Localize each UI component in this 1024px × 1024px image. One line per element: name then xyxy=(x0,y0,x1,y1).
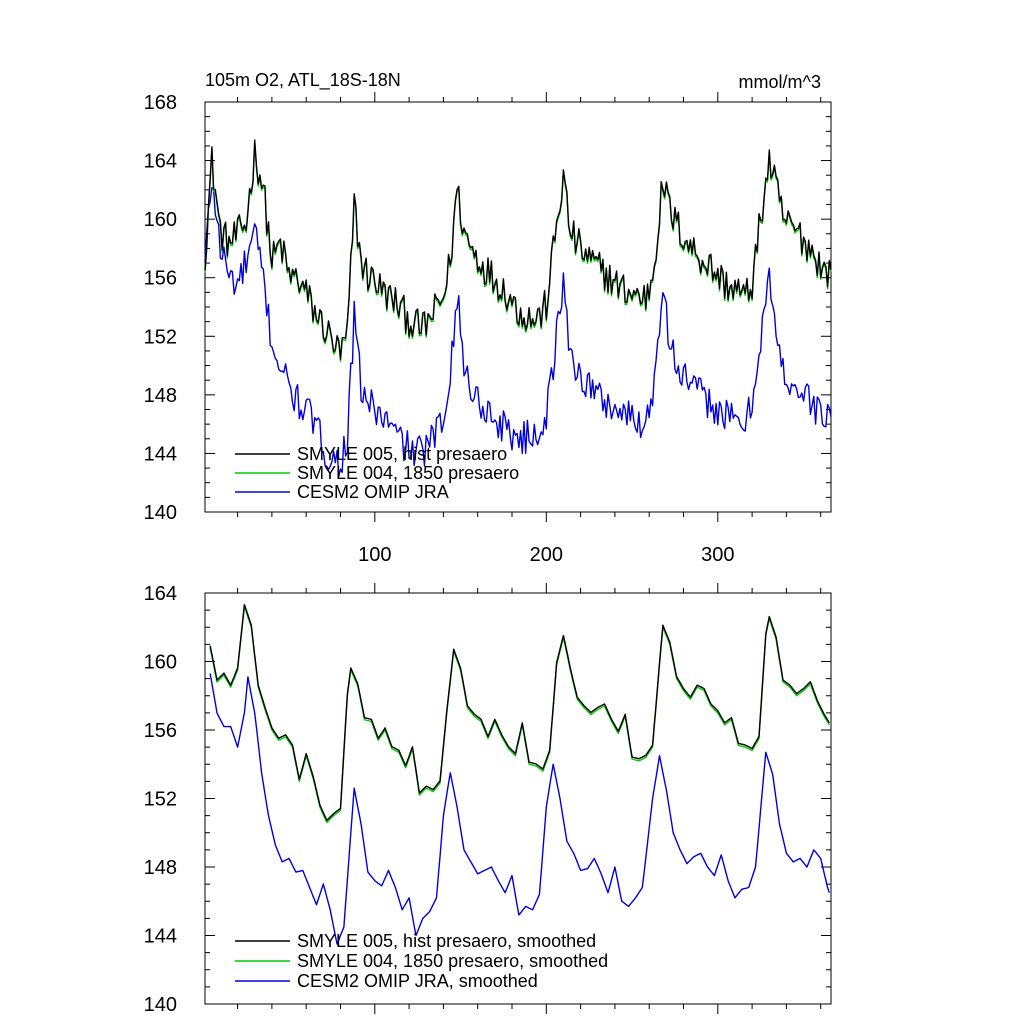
units-label: mmol/m^3 xyxy=(739,72,821,92)
y-tick-label: 148 xyxy=(144,385,177,407)
y-tick-label: 168 xyxy=(144,92,177,114)
series-line xyxy=(209,606,830,824)
x-tick-label: 300 xyxy=(701,544,734,566)
series-line xyxy=(204,141,832,362)
y-tick-label: 160 xyxy=(144,209,177,231)
x-tick-label: 200 xyxy=(530,544,563,566)
legend-label: SMYLE 004, 1850 presaero xyxy=(297,463,519,483)
y-tick-label: 144 xyxy=(144,926,177,948)
y-tick-label: 152 xyxy=(144,326,177,348)
y-tick-label: 148 xyxy=(144,857,177,879)
y-tick-label: 140 xyxy=(144,994,177,1016)
series-line xyxy=(204,139,832,360)
series-line xyxy=(209,673,830,945)
x-tick-label: 100 xyxy=(358,544,391,566)
legend-label: SMYLE 005, hist presaero xyxy=(297,444,507,464)
y-tick-label: 164 xyxy=(144,583,177,605)
series-line xyxy=(204,187,832,477)
y-tick-label: 156 xyxy=(144,720,177,742)
chart-title: 105m O2, ATL_18S-18N xyxy=(205,70,401,91)
y-tick-label: 156 xyxy=(144,268,177,290)
y-tick-label: 140 xyxy=(144,502,177,524)
legend-label: CESM2 OMIP JRA, smoothed xyxy=(297,971,538,991)
legend-label: SMYLE 005, hist presaero, smoothed xyxy=(297,931,596,951)
series-line xyxy=(209,603,830,822)
y-tick-label: 152 xyxy=(144,789,177,811)
top-panel: 140 144 148 152 156 160 164 168 100 200 300 105m O2… xyxy=(144,70,832,566)
bottom-panel: 140 144 148 152 156 160 164 SMYLE 005, hist pre… xyxy=(144,583,832,1016)
y-tick-label: 164 xyxy=(144,151,177,173)
legend-label: CESM2 OMIP JRA xyxy=(297,482,449,502)
y-tick-label: 144 xyxy=(144,443,177,465)
y-tick-label: 160 xyxy=(144,652,177,674)
legend-label: SMYLE 004, 1850 presaero, smoothed xyxy=(297,951,608,971)
